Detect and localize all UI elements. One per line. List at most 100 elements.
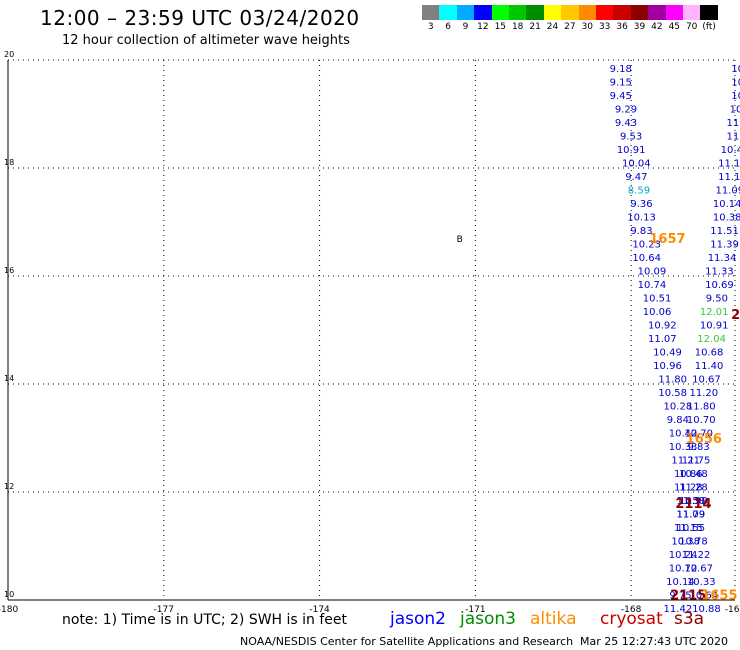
colorbar-label: 6 — [445, 22, 451, 32]
data-label: 10.38 — [671, 537, 700, 548]
chart-subtitle: 12 hour collection of altimeter wave hei… — [62, 33, 350, 48]
x-tick-label: -166 — [725, 605, 740, 615]
colorbar-swatch — [439, 5, 457, 20]
data-label: 10.67 — [692, 375, 721, 386]
data-label: 10.68 — [695, 348, 724, 359]
colorbar-label: 21 — [529, 22, 541, 32]
track-time-label: 1657 — [649, 232, 685, 247]
data-label: 9.15 — [610, 78, 632, 89]
colorbar-label: 33 — [598, 22, 611, 32]
data-label: 11.75 — [682, 456, 711, 467]
colorbar-label: 70 — [685, 22, 698, 32]
data-label: 8.59 — [628, 186, 650, 197]
colorbar-swatch — [561, 5, 579, 20]
data-label: 9.83 — [688, 442, 710, 453]
footer-timestamp: Mar 25 12:27:43 UTC 2020 — [580, 635, 728, 648]
data-label: 10.04 — [622, 159, 651, 170]
legend-jason3: jason3 — [460, 609, 516, 629]
colorbar-swatch — [648, 5, 666, 20]
data-label: 11.09 — [677, 510, 706, 521]
y-tick-label: 18 — [4, 158, 14, 167]
colorbar-swatch — [665, 5, 683, 20]
data-label: 11.5 — [726, 132, 740, 143]
colorbar-swatch — [578, 5, 596, 20]
data-label: 9.47 — [625, 172, 647, 183]
data-label: 10.13 — [627, 213, 656, 224]
x-tick-label: -177 — [154, 605, 174, 615]
data-label: 10.96 — [653, 361, 682, 372]
colorbar-swatch — [543, 5, 562, 20]
colorbar-swatch — [596, 5, 614, 20]
data-label: 10.88 — [692, 604, 721, 615]
data-label: 10.64 — [632, 253, 661, 264]
x-tick-label: -174 — [309, 605, 330, 615]
data-label: 10.78 — [679, 537, 708, 548]
data-label: 9.50 — [706, 294, 728, 305]
data-label: 10.69 — [705, 280, 734, 291]
data-label: 10.91 — [617, 145, 646, 156]
data-label: 11.20 — [690, 388, 719, 399]
data-label: 11.09 — [715, 186, 740, 197]
footer-note: note: 1) Time is in UTC; 2) SWH is in fe… — [62, 612, 348, 628]
data-label: 11.21 — [671, 456, 700, 467]
data-label: 10.33 — [687, 577, 716, 588]
data-label: 11.80 — [658, 375, 687, 386]
colorbar-label: 45 — [668, 22, 681, 32]
data-label: 9.18 — [610, 64, 632, 75]
colorbar-label: 42 — [651, 22, 663, 32]
data-label: 11.39 — [710, 240, 739, 251]
y-tick-label: 10 — [4, 590, 14, 599]
colorbar-swatch — [474, 5, 492, 20]
colorbar-swatch — [491, 5, 509, 20]
legend-cryosat: cryosat — [600, 609, 663, 629]
data-label: 10.51 — [643, 294, 672, 305]
data-label: 10 — [731, 64, 740, 75]
data-label: 11.40 — [695, 361, 724, 372]
data-label: 12.04 — [697, 334, 726, 345]
data-label: 10.49 — [653, 348, 682, 359]
colorbar-label: 36 — [616, 22, 628, 32]
data-label: 10.28 — [664, 402, 693, 413]
data-label: 11.15 — [718, 172, 740, 183]
data-label: 10.74 — [638, 280, 667, 291]
y-tick-label: 14 — [4, 374, 14, 383]
data-label: 10.38 — [713, 213, 740, 224]
data-label: 11.58 — [677, 496, 706, 507]
data-label: 9.84 — [667, 415, 689, 426]
data-label: 10.64 — [690, 591, 719, 602]
data-label: 9.36 — [630, 199, 652, 210]
data-label: 10.55 — [677, 523, 706, 534]
data-label: 11.17 — [718, 159, 740, 170]
data-label: 11.34 — [708, 253, 737, 264]
colorbar-swatch — [700, 5, 718, 20]
data-label: 10.70 — [684, 429, 713, 440]
colorbar-label: 24 — [546, 22, 559, 32]
colorbar-label: 9 — [462, 22, 469, 32]
y-tick-label: 16 — [4, 266, 14, 275]
data-label: 11.28 — [679, 483, 708, 494]
data-label: 10.67 — [684, 564, 713, 575]
data-label: 11.15 — [674, 523, 703, 534]
legend-altika: altika — [530, 609, 577, 629]
data-label: 10.91 — [700, 321, 729, 332]
colorbar-label: 30 — [581, 22, 594, 32]
colorbar-swatch — [526, 5, 544, 20]
data-label: 10.33 — [669, 442, 698, 453]
colorbar-label: 27 — [564, 22, 576, 32]
colorbar-label: 12 — [477, 22, 489, 32]
data-label: 10.72 — [669, 564, 698, 575]
x-tick-label: -168 — [621, 605, 642, 615]
track-time-label: 2114 — [675, 497, 711, 512]
colorbar-label: 15 — [494, 22, 507, 32]
track-time-label: 21 — [731, 308, 740, 323]
x-tick-label: -171 — [465, 605, 485, 615]
data-label: 11.42 — [664, 604, 693, 615]
colorbar-label: 39 — [633, 22, 646, 32]
data-label: 10 — [731, 78, 740, 89]
data-label: 11.6 — [726, 118, 740, 129]
y-tick-label: 12 — [4, 482, 14, 491]
data-label: 10.70 — [687, 415, 716, 426]
data-label: 10.24 — [669, 550, 698, 561]
data-label: 9.53 — [620, 132, 642, 143]
